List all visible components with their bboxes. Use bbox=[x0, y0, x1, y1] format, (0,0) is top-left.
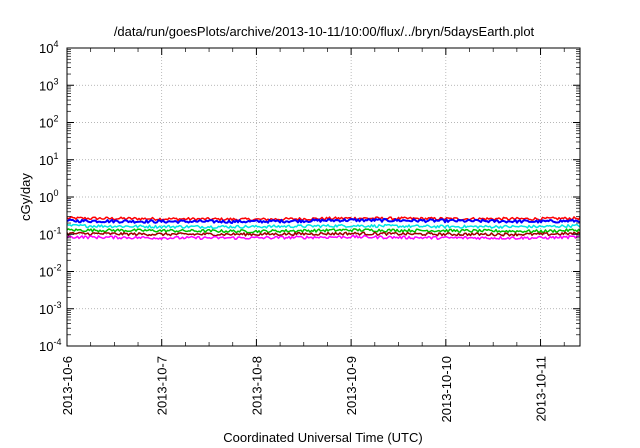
series-line bbox=[66, 216, 581, 222]
y-tick-label: 102 bbox=[39, 114, 58, 131]
y-tick-label: 10-2 bbox=[39, 263, 61, 280]
series-line bbox=[66, 234, 581, 241]
x-tick-label: 2013-10-8 bbox=[249, 356, 264, 415]
y-axis-tick-labels: 10-4 10-3 10-2 10-1 100 101 102 103 104 bbox=[39, 39, 61, 354]
y-tick-label: 10-3 bbox=[39, 300, 61, 317]
x-tick-label: 2013-10-9 bbox=[344, 356, 359, 415]
y-tick-label: 100 bbox=[39, 188, 58, 205]
y-tick-label: 10-1 bbox=[39, 225, 61, 242]
series-line bbox=[66, 223, 581, 229]
x-tick-label: 2013-10-11 bbox=[534, 356, 549, 422]
x-axis-title: Coordinated Universal Time (UTC) bbox=[223, 430, 422, 445]
series-line bbox=[66, 231, 581, 237]
series-line bbox=[66, 217, 581, 224]
plot-frame bbox=[66, 47, 581, 347]
series-line bbox=[66, 228, 581, 234]
grid-lines bbox=[67, 48, 580, 346]
x-tick-label: 2013-10-6 bbox=[60, 356, 75, 415]
data-series-group bbox=[66, 216, 581, 241]
y-tick-label: 101 bbox=[39, 151, 58, 168]
x-tick-label: 2013-10-10 bbox=[439, 356, 454, 423]
y-tick-label: 10-4 bbox=[39, 337, 61, 354]
axis-ticks bbox=[66, 47, 580, 347]
x-tick-label: 2013-10-7 bbox=[155, 356, 170, 415]
y-tick-label: 103 bbox=[39, 76, 58, 93]
chart-title: /data/run/goesPlots/archive/2013-10-11/1… bbox=[114, 24, 535, 39]
y-axis-title: cGy/day bbox=[18, 173, 33, 221]
y-tick-label: 104 bbox=[39, 39, 58, 56]
x-axis-tick-labels: 2013-10-6 2013-10-7 2013-10-8 2013-10-9 2013… bbox=[60, 356, 549, 423]
